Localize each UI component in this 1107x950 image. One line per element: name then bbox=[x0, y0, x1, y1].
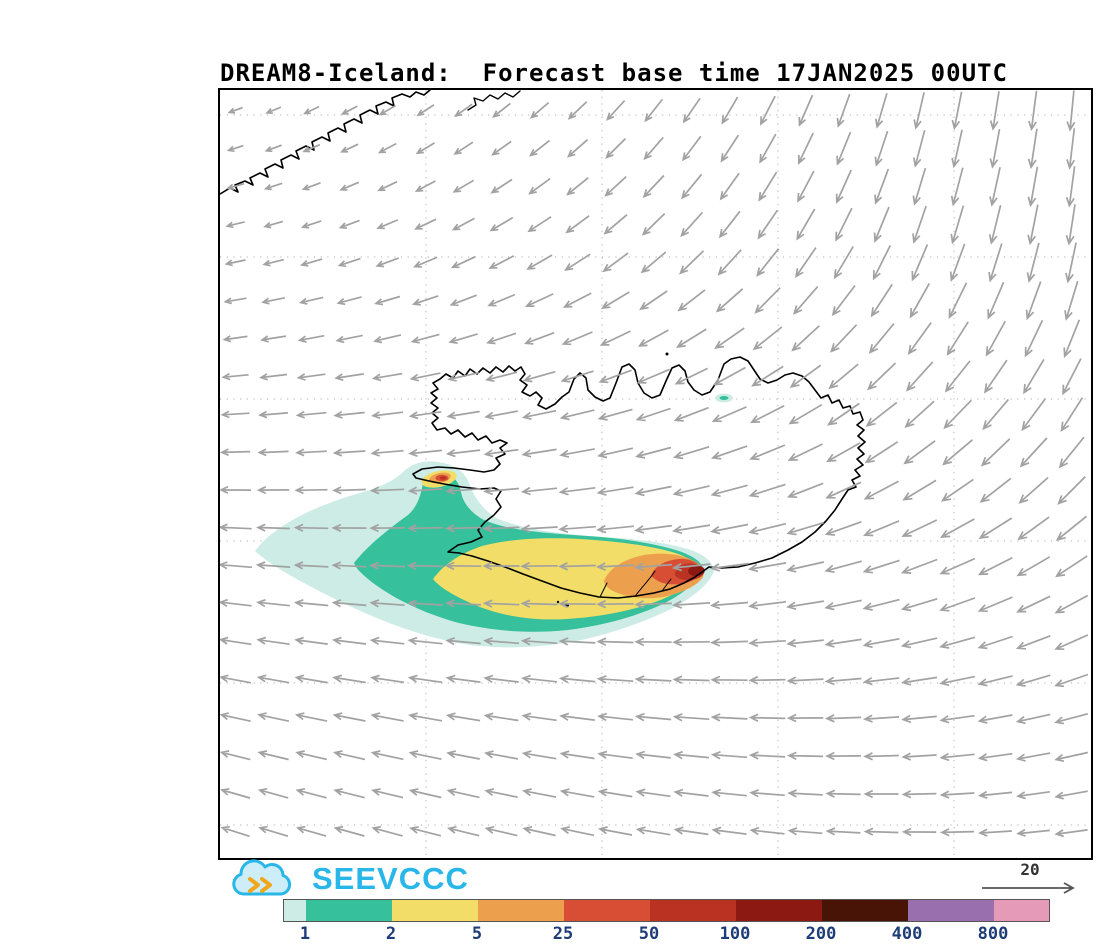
iceland-coastline bbox=[412, 356, 866, 599]
dust-west-source-dark bbox=[439, 476, 447, 480]
colorbar-segment bbox=[478, 900, 564, 921]
title-line-1: DREAM8-Iceland: Forecast base time 17JAN… bbox=[220, 59, 1008, 87]
colorbar-tick-label: 400 bbox=[891, 924, 923, 944]
seevccc-logo-text: SEEVCCC bbox=[312, 861, 469, 896]
colorbar-segment bbox=[908, 900, 994, 921]
forecast-map bbox=[218, 88, 1093, 860]
colorbar-segment bbox=[392, 900, 478, 921]
wind-arrows-layer bbox=[220, 90, 1089, 838]
wind-reference-value: 20 bbox=[1020, 860, 1040, 879]
colorbar-segment bbox=[650, 900, 736, 921]
greenland-coastline bbox=[220, 90, 431, 195]
wind-reference-key: 20 bbox=[975, 860, 1085, 899]
dust-trace-northeast-core bbox=[719, 396, 729, 400]
colorbar-segment bbox=[564, 900, 650, 921]
colorbar-tick-label: 2 bbox=[385, 924, 397, 944]
river-lines bbox=[599, 570, 672, 598]
colorbar-segment bbox=[284, 900, 306, 921]
colorbar-segment bbox=[736, 900, 822, 921]
colorbar-segment bbox=[306, 900, 392, 921]
wind-reference-arrow bbox=[982, 882, 1075, 894]
colorbar-tick-label: 800 bbox=[977, 924, 1009, 944]
seevccc-cloud-icon bbox=[232, 859, 292, 896]
graticule-layer bbox=[220, 90, 1091, 858]
colorbar-tick-label: 1 bbox=[299, 924, 311, 944]
dust-concentration-layer bbox=[255, 393, 733, 648]
colorbar-segment bbox=[994, 900, 1049, 921]
island-dot bbox=[665, 352, 669, 356]
colorbar-tick-label: 100 bbox=[719, 924, 751, 944]
colorbar-tick-label: 200 bbox=[805, 924, 837, 944]
colorbar-tick-label: 25 bbox=[552, 924, 574, 944]
colorbar-tick-label: 50 bbox=[638, 924, 660, 944]
colorbar-labels: 1 2 5 25 50 100 200 400 800 bbox=[283, 924, 1048, 946]
seevccc-logo: SEEVCCC bbox=[226, 858, 469, 900]
logo-chevrons-icon bbox=[248, 877, 272, 893]
colorbar-tick-label: 5 bbox=[471, 924, 483, 944]
greenland-coast-fragment bbox=[467, 90, 521, 111]
colorbar bbox=[283, 899, 1050, 922]
island-dot bbox=[556, 600, 560, 604]
colorbar-segment bbox=[822, 900, 908, 921]
